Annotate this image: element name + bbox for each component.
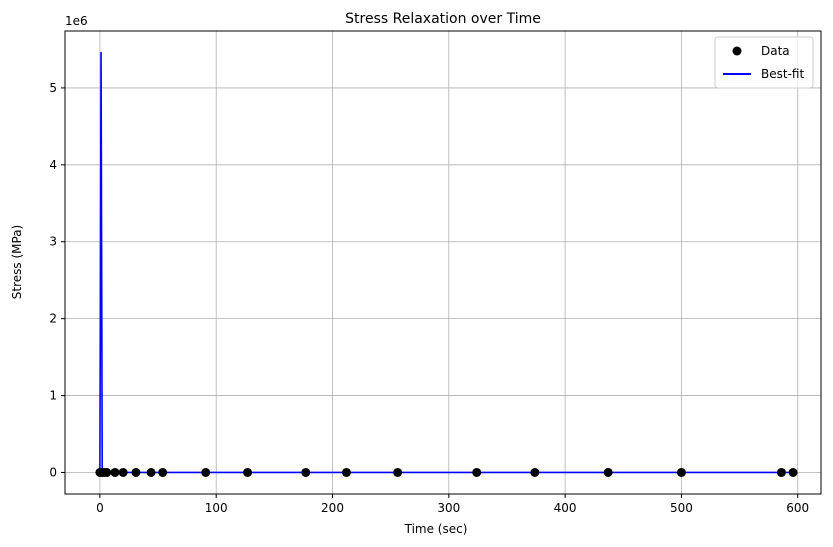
data-point (118, 467, 128, 477)
data-point (201, 467, 211, 477)
data-point (158, 467, 168, 477)
y-tick-label: 3 (49, 235, 57, 249)
y-offset-label: 1e6 (65, 14, 88, 28)
data-point (146, 467, 156, 477)
data-point (243, 467, 253, 477)
y-tick-label: 1 (49, 389, 57, 403)
data-point (110, 467, 120, 477)
y-tick-label: 2 (49, 312, 57, 326)
data-point (472, 467, 482, 477)
grid (65, 31, 821, 494)
x-tick-label: 100 (205, 501, 228, 515)
chart-title: Stress Relaxation over Time (345, 11, 541, 27)
x-tick-label: 300 (437, 501, 460, 515)
plot-area (95, 51, 798, 477)
data-point (776, 467, 786, 477)
y-tick-label: 5 (49, 81, 57, 95)
data-point (393, 467, 403, 477)
axes-frame (64, 30, 822, 495)
y-axis-label: Stress (MPa) (10, 225, 24, 299)
legend: Data Best-fit (714, 36, 814, 89)
data-point (341, 467, 351, 477)
data-point (603, 467, 613, 477)
legend-label-best-fit: Best-fit (761, 67, 804, 81)
legend-label-data: Data (761, 44, 790, 58)
x-tick-label: 0 (96, 501, 104, 515)
x-tick-label: 600 (786, 501, 809, 515)
data-point (102, 467, 112, 477)
x-tick-label: 400 (554, 501, 577, 515)
data-point (530, 467, 540, 477)
data-point (788, 467, 798, 477)
ticks: 0 100 200 300 400 500 600 0 1 2 3 4 5 (49, 81, 809, 515)
data-point (676, 467, 686, 477)
x-tick-label: 500 (670, 501, 693, 515)
y-tick-label: 0 (49, 465, 57, 479)
legend-marker-data (732, 46, 742, 56)
x-tick-label: 200 (321, 501, 344, 515)
y-tick-label: 4 (49, 158, 57, 172)
x-axis-label: Time (sec) (404, 522, 468, 536)
data-point (131, 467, 141, 477)
data-point (301, 467, 311, 477)
